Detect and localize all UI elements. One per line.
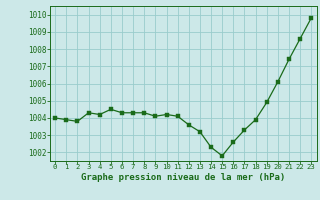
X-axis label: Graphe pression niveau de la mer (hPa): Graphe pression niveau de la mer (hPa) xyxy=(81,173,285,182)
